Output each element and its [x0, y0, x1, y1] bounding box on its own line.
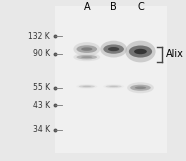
Text: 34 K: 34 K	[33, 125, 50, 134]
Ellipse shape	[103, 44, 124, 54]
Ellipse shape	[76, 45, 97, 53]
Text: Alix: Alix	[166, 49, 183, 59]
Ellipse shape	[135, 86, 146, 89]
Ellipse shape	[73, 53, 100, 61]
Ellipse shape	[81, 56, 92, 58]
Bar	[54, 6, 167, 153]
Text: A: A	[84, 2, 90, 12]
Text: 55 K: 55 K	[33, 83, 50, 92]
Text: C: C	[137, 2, 144, 12]
Ellipse shape	[106, 85, 122, 88]
Text: 43 K: 43 K	[33, 101, 50, 110]
Ellipse shape	[127, 82, 154, 93]
Ellipse shape	[82, 86, 91, 87]
Text: 132 K: 132 K	[28, 32, 50, 41]
Ellipse shape	[125, 41, 155, 62]
Ellipse shape	[73, 42, 100, 56]
Ellipse shape	[79, 85, 95, 88]
Ellipse shape	[109, 86, 118, 87]
Ellipse shape	[108, 47, 119, 51]
Ellipse shape	[103, 84, 124, 89]
Ellipse shape	[129, 46, 152, 58]
Ellipse shape	[76, 55, 97, 59]
Ellipse shape	[81, 47, 92, 51]
Text: B: B	[110, 2, 117, 12]
Text: 90 K: 90 K	[33, 49, 50, 58]
Ellipse shape	[100, 41, 127, 57]
Ellipse shape	[76, 84, 97, 89]
Ellipse shape	[130, 85, 151, 91]
Ellipse shape	[134, 49, 147, 54]
